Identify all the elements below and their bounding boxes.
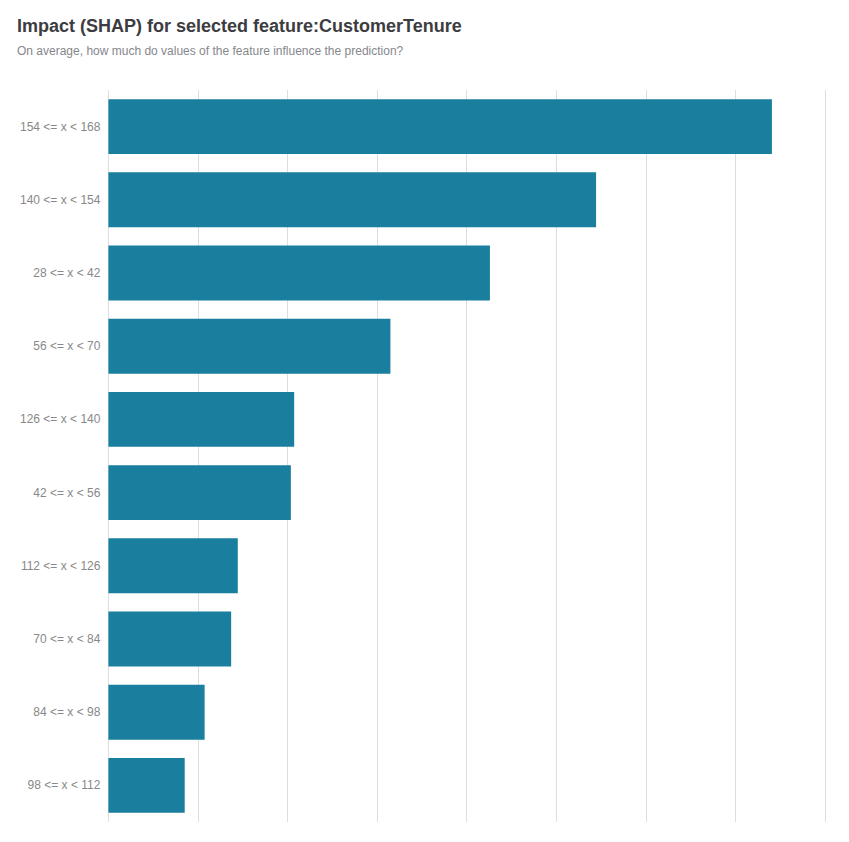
- svg-text:84 <= x < 98: 84 <= x < 98: [33, 705, 100, 719]
- svg-text:98 <= x < 112: 98 <= x < 112: [28, 778, 101, 792]
- svg-text:126 <= x < 140: 126 <= x < 140: [20, 412, 101, 426]
- svg-text:154 <= x < 168: 154 <= x < 168: [20, 120, 101, 134]
- svg-text:28 <= x < 42: 28 <= x < 42: [33, 266, 100, 280]
- svg-text:56 <= x < 70: 56 <= x < 70: [33, 339, 100, 353]
- svg-text:On average, how much do values: On average, how much do values of the fe…: [17, 44, 404, 58]
- svg-text:112 <= x < 126: 112 <= x < 126: [21, 559, 101, 573]
- svg-text:140 <= x < 154: 140 <= x < 154: [20, 193, 101, 207]
- svg-text:Impact (SHAP) for selected fea: Impact (SHAP) for selected feature:Custo…: [17, 16, 462, 36]
- svg-text:70 <= x < 84: 70 <= x < 84: [33, 632, 100, 646]
- svg-text:42 <= x < 56: 42 <= x < 56: [33, 486, 100, 500]
